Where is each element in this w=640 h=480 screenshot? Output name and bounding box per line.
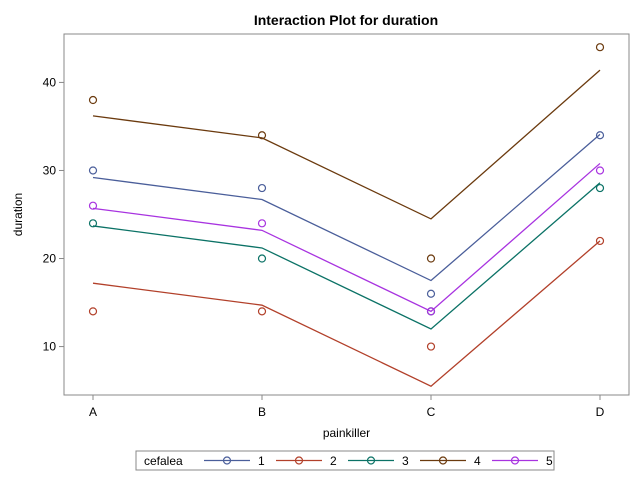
- series-5-marker: [426, 307, 436, 316]
- series-4: [88, 43, 605, 263]
- y-tick-label: 10: [43, 340, 57, 354]
- x-axis: A B C D: [89, 395, 605, 419]
- chart-title: Interaction Plot for duration: [254, 12, 438, 28]
- series-5-marker: [257, 219, 267, 228]
- series-5-marker: [595, 166, 605, 175]
- series-3-marker: [88, 219, 98, 228]
- legend-frame: [135, 450, 555, 471]
- x-axis-title: painkiller: [323, 426, 370, 440]
- series-5-fit-line: [92, 162, 601, 313]
- series-2-marker: [88, 307, 98, 316]
- legend-swatch-marker: [222, 456, 232, 465]
- legend-item-5: 5: [492, 454, 553, 468]
- legend-swatch-marker: [366, 456, 376, 465]
- series-5-marker: [88, 201, 98, 210]
- y-axis: 10 20 30 40: [43, 75, 64, 354]
- y-tick-label: 30: [43, 163, 57, 177]
- x-tick-label: D: [596, 405, 605, 419]
- legend-swatch-marker: [510, 456, 520, 465]
- x-tick-label: A: [89, 405, 97, 419]
- legend-item-label: 2: [330, 454, 337, 468]
- legend-swatch-marker: [438, 456, 448, 465]
- y-tick-label: 20: [43, 252, 57, 266]
- series-2-marker: [426, 342, 436, 351]
- series-1-marker: [426, 289, 436, 298]
- legend-item-label: 1: [258, 454, 265, 468]
- series-2-marker: [595, 236, 605, 246]
- series-1: [88, 131, 605, 298]
- x-tick-label: B: [258, 405, 266, 419]
- legend-item-label: 4: [474, 454, 481, 468]
- series-1-marker: [88, 166, 98, 175]
- y-axis-title: duration: [11, 193, 25, 236]
- series-2-fit-line: [92, 240, 601, 387]
- series-3-marker: [257, 254, 267, 263]
- series-2: [88, 236, 605, 387]
- series-1-marker: [257, 183, 267, 193]
- legend-item-label: 5: [546, 454, 553, 468]
- x-tick-label: C: [427, 405, 436, 419]
- series-4-marker: [595, 43, 605, 52]
- series-4-marker: [257, 131, 267, 140]
- legend-item-4: 4: [420, 454, 481, 468]
- legend-item-2: 2: [276, 454, 337, 468]
- legend-item-label: 3: [402, 454, 409, 468]
- legend-item-3: 3: [348, 454, 409, 468]
- series-1-marker: [595, 131, 605, 140]
- legend-title: cefalea: [144, 454, 183, 468]
- series-3-fit-line: [92, 182, 601, 330]
- legend: cefalea 1 2 3 4 5: [135, 450, 555, 471]
- y-tick-label: 40: [43, 75, 57, 89]
- series-2-marker: [257, 307, 267, 316]
- series-4-fit-line: [92, 69, 601, 220]
- series-layer: [88, 43, 605, 387]
- series-5: [88, 162, 605, 316]
- legend-items: 1 2 3 4 5: [204, 454, 553, 468]
- plot-area-frame: [63, 33, 630, 396]
- series-3-marker: [595, 183, 605, 193]
- legend-swatch-marker: [294, 456, 304, 465]
- series-1-fit-line: [92, 133, 601, 282]
- series-4-marker: [88, 95, 98, 105]
- series-4-marker: [426, 254, 436, 263]
- legend-item-1: 1: [204, 454, 265, 468]
